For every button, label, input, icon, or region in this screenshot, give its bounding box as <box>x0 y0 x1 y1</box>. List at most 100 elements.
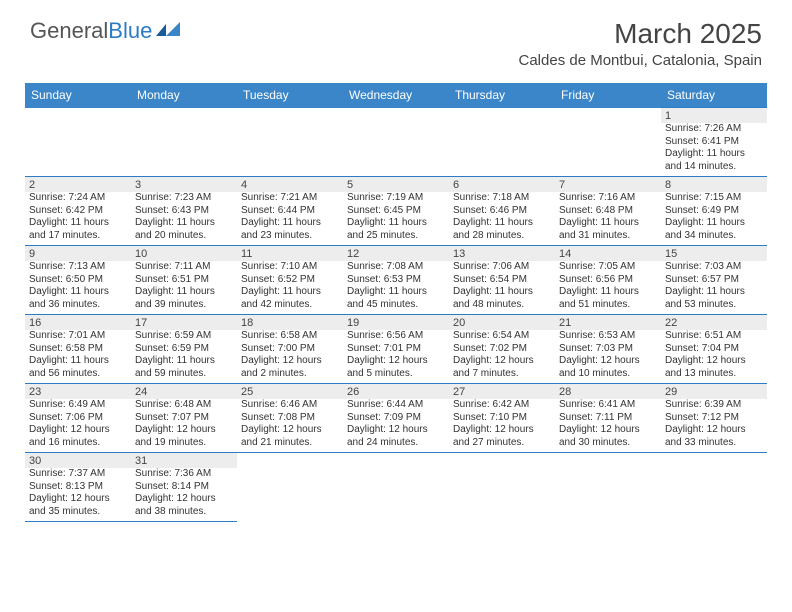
logo-word-1: General <box>30 18 108 43</box>
day-11-number: 11 <box>237 246 343 262</box>
dow-wednesday: Wednesday <box>343 83 449 108</box>
daylight-line-1: Daylight: 12 hours <box>135 424 233 437</box>
day-21-number: 21 <box>555 315 661 331</box>
day-26-info: Sunrise: 6:44 AMSunset: 7:09 PMDaylight:… <box>343 399 449 453</box>
day-6-info: Sunrise: 7:18 AMSunset: 6:46 PMDaylight:… <box>449 192 555 246</box>
day-23-number: 23 <box>25 384 131 400</box>
dow-thursday: Thursday <box>449 83 555 108</box>
day-16-info: Sunrise: 7:01 AMSunset: 6:58 PMDaylight:… <box>25 330 131 384</box>
day-31-number: 31 <box>131 453 237 469</box>
day-17-info: Sunrise: 6:59 AMSunset: 6:59 PMDaylight:… <box>131 330 237 384</box>
daylight-line-1: Daylight: 11 hours <box>665 148 763 161</box>
logo-word-2: Blue <box>108 18 152 43</box>
dow-friday: Friday <box>555 83 661 108</box>
day-24-info: Sunrise: 6:48 AMSunset: 7:07 PMDaylight:… <box>131 399 237 453</box>
day-22-number: 22 <box>661 315 767 331</box>
day-17-number: 17 <box>131 315 237 331</box>
sunrise-line: Sunrise: 6:58 AM <box>241 330 339 343</box>
sunset-line: Sunset: 7:07 PM <box>135 412 233 425</box>
day-29-info: Sunrise: 6:39 AMSunset: 7:12 PMDaylight:… <box>661 399 767 453</box>
daylight-line-1: Daylight: 12 hours <box>559 424 657 437</box>
day-2-info: Sunrise: 7:24 AMSunset: 6:42 PMDaylight:… <box>25 192 131 246</box>
sunrise-line: Sunrise: 7:15 AM <box>665 192 763 205</box>
day-4-number: 4 <box>237 177 343 193</box>
sunset-line: Sunset: 7:00 PM <box>241 343 339 356</box>
day-24-number: 24 <box>131 384 237 400</box>
daylight-line-2: and 33 minutes. <box>665 437 763 450</box>
daylight-line-1: Daylight: 12 hours <box>347 355 445 368</box>
day-12-number: 12 <box>343 246 449 262</box>
daylight-line-1: Daylight: 11 hours <box>29 355 127 368</box>
sunset-line: Sunset: 8:13 PM <box>29 481 127 494</box>
empty-cell <box>555 123 661 177</box>
sunrise-line: Sunrise: 6:53 AM <box>559 330 657 343</box>
empty-cell <box>661 468 767 522</box>
sunset-line: Sunset: 7:09 PM <box>347 412 445 425</box>
sunset-line: Sunset: 6:50 PM <box>29 274 127 287</box>
daylight-line-2: and 10 minutes. <box>559 368 657 381</box>
week-1-daynums: 2345678 <box>25 177 767 193</box>
sunrise-line: Sunrise: 6:54 AM <box>453 330 551 343</box>
sunset-line: Sunset: 7:06 PM <box>29 412 127 425</box>
daylight-line-1: Daylight: 11 hours <box>241 286 339 299</box>
title-block: March 2025 Caldes de Montbui, Catalonia,… <box>519 18 763 69</box>
daylight-line-2: and 48 minutes. <box>453 299 551 312</box>
day-18-number: 18 <box>237 315 343 331</box>
week-1-content: Sunrise: 7:24 AMSunset: 6:42 PMDaylight:… <box>25 192 767 246</box>
page-title: March 2025 <box>519 18 763 50</box>
sunrise-line: Sunrise: 7:19 AM <box>347 192 445 205</box>
daylight-line-1: Daylight: 11 hours <box>29 217 127 230</box>
sunrise-line: Sunrise: 6:51 AM <box>665 330 763 343</box>
sunrise-line: Sunrise: 6:59 AM <box>135 330 233 343</box>
day-13-info: Sunrise: 7:06 AMSunset: 6:54 PMDaylight:… <box>449 261 555 315</box>
sunset-line: Sunset: 6:52 PM <box>241 274 339 287</box>
daylight-line-1: Daylight: 11 hours <box>347 286 445 299</box>
week-3-daynums: 16171819202122 <box>25 315 767 331</box>
sunset-line: Sunset: 6:51 PM <box>135 274 233 287</box>
sunset-line: Sunset: 7:12 PM <box>665 412 763 425</box>
day-26-number: 26 <box>343 384 449 400</box>
week-4-daynums: 23242526272829 <box>25 384 767 400</box>
dow-tuesday: Tuesday <box>237 83 343 108</box>
day-14-number: 14 <box>555 246 661 262</box>
daylight-line-2: and 27 minutes. <box>453 437 551 450</box>
daylight-line-2: and 23 minutes. <box>241 230 339 243</box>
daylight-line-2: and 16 minutes. <box>29 437 127 450</box>
sunrise-line: Sunrise: 7:11 AM <box>135 261 233 274</box>
day-21-info: Sunrise: 6:53 AMSunset: 7:03 PMDaylight:… <box>555 330 661 384</box>
sunrise-line: Sunrise: 7:06 AM <box>453 261 551 274</box>
day-27-number: 27 <box>449 384 555 400</box>
day-5-info: Sunrise: 7:19 AMSunset: 6:45 PMDaylight:… <box>343 192 449 246</box>
sunrise-line: Sunrise: 6:42 AM <box>453 399 551 412</box>
empty-cell <box>237 108 343 124</box>
daylight-line-2: and 25 minutes. <box>347 230 445 243</box>
sunrise-line: Sunrise: 7:18 AM <box>453 192 551 205</box>
sunset-line: Sunset: 6:46 PM <box>453 205 551 218</box>
dow-monday: Monday <box>131 83 237 108</box>
day-29-number: 29 <box>661 384 767 400</box>
daylight-line-2: and 5 minutes. <box>347 368 445 381</box>
sunrise-line: Sunrise: 7:10 AM <box>241 261 339 274</box>
sunrise-line: Sunrise: 6:49 AM <box>29 399 127 412</box>
sunrise-line: Sunrise: 7:01 AM <box>29 330 127 343</box>
daylight-line-2: and 45 minutes. <box>347 299 445 312</box>
empty-cell <box>25 123 131 177</box>
day-2-number: 2 <box>25 177 131 193</box>
day-7-number: 7 <box>555 177 661 193</box>
sunset-line: Sunset: 6:57 PM <box>665 274 763 287</box>
sunrise-line: Sunrise: 6:44 AM <box>347 399 445 412</box>
sunrise-line: Sunrise: 6:41 AM <box>559 399 657 412</box>
sunset-line: Sunset: 7:01 PM <box>347 343 445 356</box>
daylight-line-2: and 7 minutes. <box>453 368 551 381</box>
day-30-info: Sunrise: 7:37 AMSunset: 8:13 PMDaylight:… <box>25 468 131 522</box>
week-2-content: Sunrise: 7:13 AMSunset: 6:50 PMDaylight:… <box>25 261 767 315</box>
daylight-line-2: and 24 minutes. <box>347 437 445 450</box>
day-4-info: Sunrise: 7:21 AMSunset: 6:44 PMDaylight:… <box>237 192 343 246</box>
day-28-number: 28 <box>555 384 661 400</box>
daylight-line-1: Daylight: 11 hours <box>559 286 657 299</box>
day-3-number: 3 <box>131 177 237 193</box>
sunset-line: Sunset: 7:04 PM <box>665 343 763 356</box>
daylight-line-1: Daylight: 12 hours <box>135 493 233 506</box>
day-15-number: 15 <box>661 246 767 262</box>
location: Caldes de Montbui, Catalonia, Spain <box>519 52 763 69</box>
